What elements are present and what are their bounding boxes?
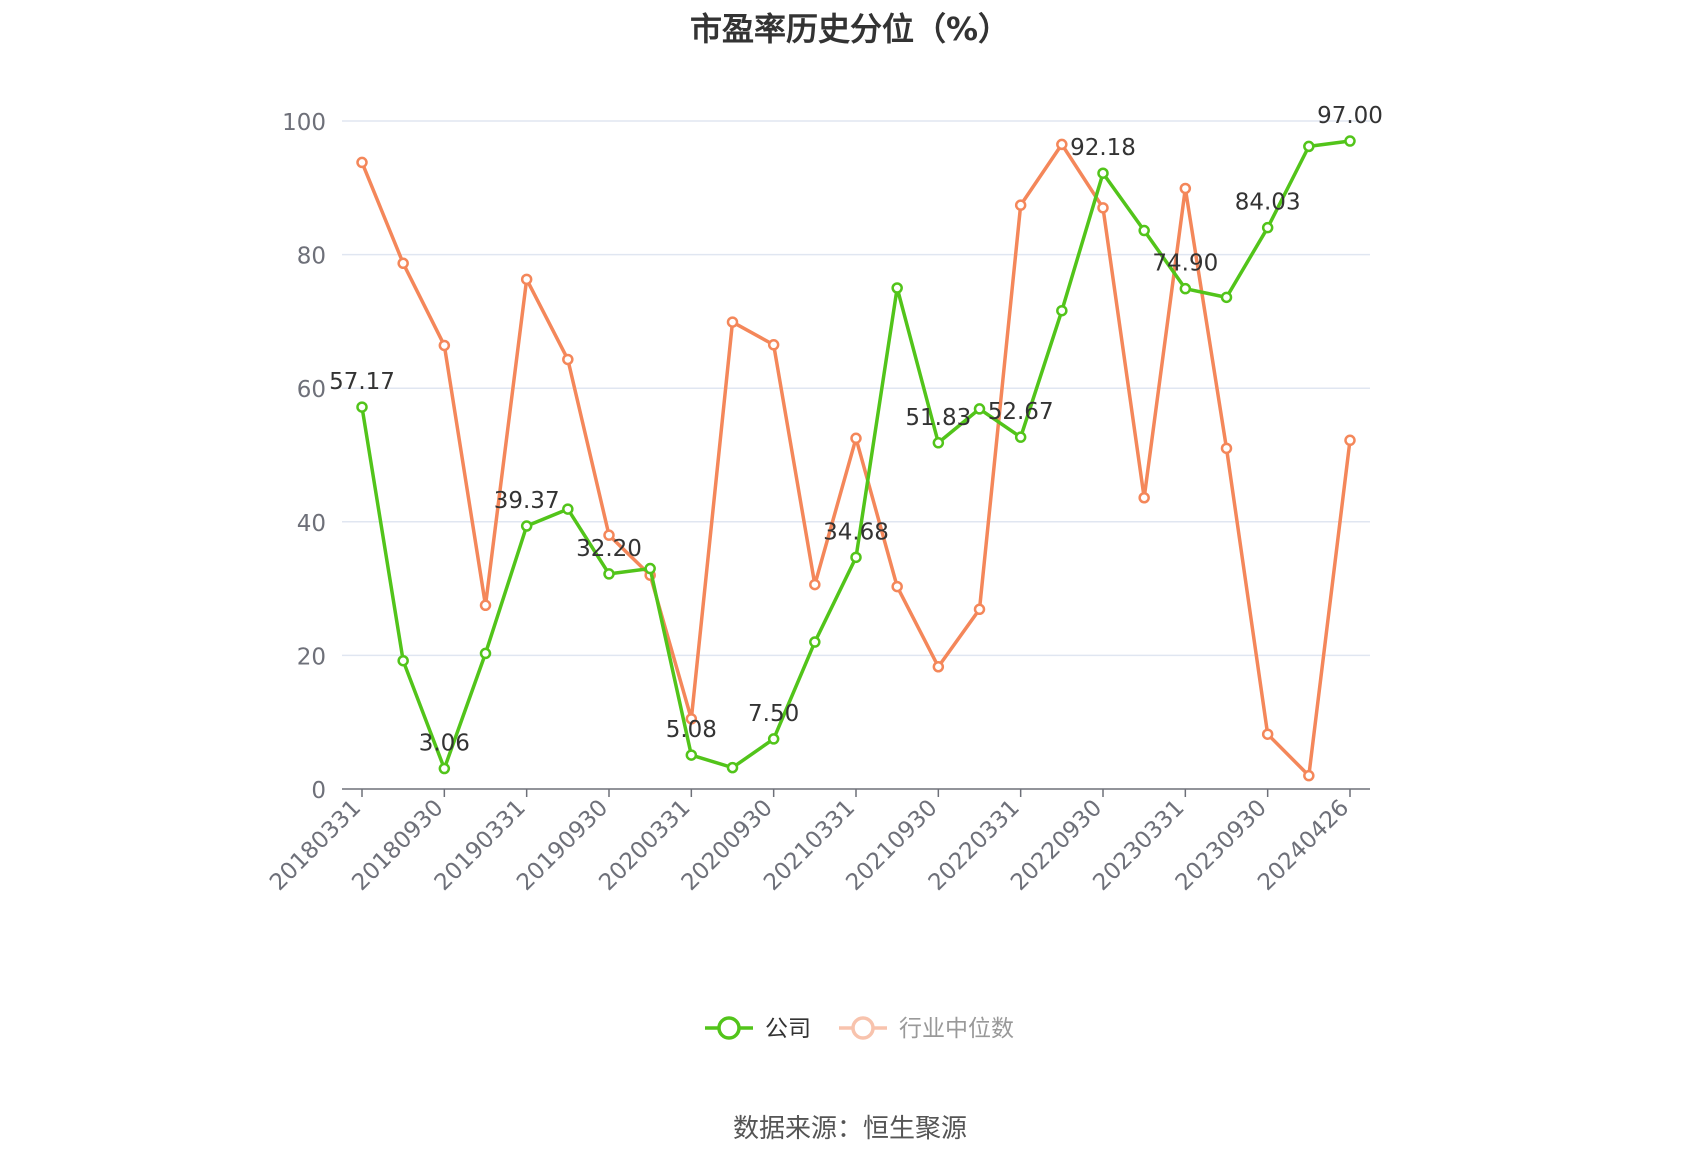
legend-marker	[717, 1016, 741, 1040]
data-point	[1179, 282, 1192, 295]
data-point	[1056, 304, 1068, 317]
data-point	[397, 257, 409, 270]
data-point	[973, 403, 986, 415]
y-tick-label: 20	[297, 644, 326, 670]
data-label: 5.08	[666, 717, 717, 743]
data-point	[644, 562, 656, 575]
data-point	[850, 432, 862, 445]
data-point	[562, 503, 574, 515]
chart-title: 市盈率历史分位（%）	[689, 10, 1011, 48]
data-label: 51.83	[905, 405, 971, 431]
y-tick-label: 80	[297, 244, 326, 270]
data-point	[850, 551, 862, 564]
data-point	[1138, 224, 1150, 237]
series-line-0	[360, 139, 1351, 771]
data-label: 39.37	[494, 488, 560, 514]
data-point	[809, 636, 821, 648]
data-label: 52.67	[988, 399, 1054, 425]
data-label: 7.50	[748, 701, 799, 727]
data-point	[1097, 167, 1109, 179]
data-point	[1303, 140, 1315, 153]
data-point	[1179, 182, 1192, 195]
data-point	[438, 339, 451, 352]
data-label: 84.03	[1235, 190, 1301, 216]
data-label: 32.20	[576, 536, 642, 562]
data-point	[1220, 291, 1233, 304]
data-point	[1261, 728, 1274, 740]
data-point	[356, 156, 368, 169]
data-point	[1220, 442, 1233, 455]
data-point	[767, 733, 780, 745]
data-point	[1261, 221, 1274, 234]
legend-item-0[interactable]: 公司	[705, 1016, 811, 1042]
data-point	[932, 661, 945, 673]
legend-label: 行业中位数	[899, 1016, 1014, 1042]
series-line-1	[360, 142, 1352, 778]
y-tick-label: 100	[282, 110, 326, 136]
series-layer	[356, 135, 1356, 782]
legend-label: 公司	[765, 1016, 811, 1042]
data-point	[726, 761, 739, 774]
data-label: 74.90	[1152, 251, 1218, 277]
data-point	[520, 520, 533, 532]
axis-layer: 0204060801002018033120180930201903312019…	[265, 110, 1370, 896]
data-point	[1097, 202, 1109, 214]
data-point	[397, 654, 409, 667]
data-label: 92.18	[1070, 135, 1136, 161]
legend-item-1[interactable]: 行业中位数	[839, 1016, 1014, 1042]
data-label: 97.00	[1317, 103, 1383, 129]
data-label: 57.17	[329, 369, 395, 395]
data-point	[1344, 135, 1356, 147]
data-point	[809, 578, 821, 591]
data-point	[603, 529, 615, 541]
data-point	[1303, 769, 1315, 782]
data-point	[1014, 199, 1027, 211]
data-point	[932, 437, 945, 449]
data-point	[438, 762, 451, 775]
data-point	[562, 353, 574, 366]
data-label: 34.68	[823, 519, 889, 545]
data-point	[685, 713, 698, 725]
data-point	[685, 749, 698, 761]
data-point	[479, 599, 492, 612]
data-point	[1138, 492, 1150, 504]
data-point	[479, 647, 492, 660]
data-point	[520, 273, 533, 286]
data-point	[1014, 431, 1027, 443]
data-label: 3.06	[419, 731, 470, 757]
legend-marker	[851, 1016, 875, 1040]
data-point	[603, 568, 615, 580]
data-point	[891, 282, 903, 294]
y-tick-label: 60	[297, 377, 326, 403]
data-label-layer: 57.17 3.06 39.37 32.20 5.08 7.50 34.68 51.83 52.…	[329, 103, 1383, 757]
source-note: 数据来源：恒生聚源	[732, 1114, 967, 1144]
y-tick-label: 40	[297, 511, 326, 537]
legend[interactable]: 公司 行业中位数	[705, 1016, 1014, 1042]
y-tick-label: 0	[311, 778, 326, 804]
data-point	[767, 339, 780, 351]
data-point	[726, 316, 739, 328]
data-point	[891, 580, 903, 593]
data-point	[1056, 138, 1068, 151]
data-point	[1344, 434, 1356, 447]
data-point	[973, 603, 986, 616]
data-point	[356, 401, 368, 413]
